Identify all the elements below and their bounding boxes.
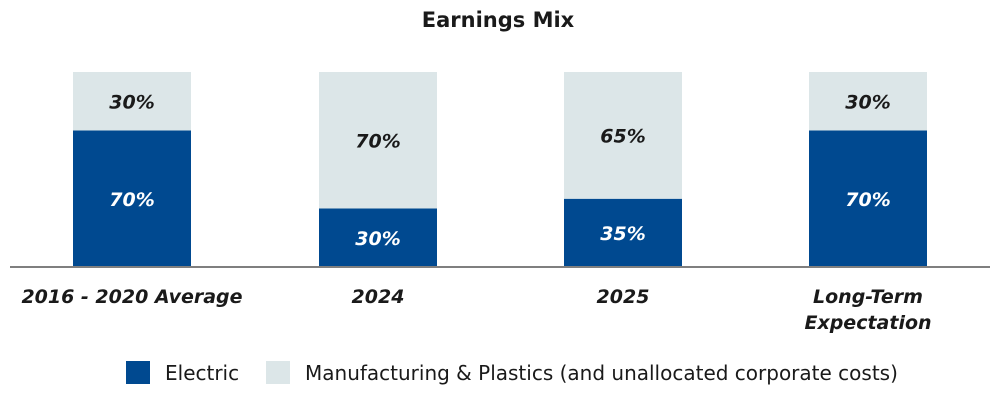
bar-segment-manufacturing: [564, 72, 682, 199]
bar-stack: 35% 65%: [564, 72, 682, 267]
bar-stack: 70% 30%: [809, 72, 927, 267]
bar-segment-electric: [73, 130, 191, 267]
category-labels: 2016 - 2020 Average 2024 2025 Long-Term Expe…: [21, 286, 931, 334]
bar-segment-electric: [564, 198, 682, 267]
legend-label: Electric: [165, 361, 239, 385]
bar-stack: 30% 70%: [319, 72, 437, 267]
bar-stack: 70% 30%: [73, 72, 191, 267]
category-label: Long-Term Expectation: [804, 286, 931, 334]
legend-item-electric: Electric: [126, 361, 239, 385]
data-label: 30%: [355, 228, 400, 250]
legend: Electric Manufacturing & Plastics (and un…: [126, 361, 898, 385]
chart-title: Earnings Mix: [422, 8, 575, 32]
data-label: 70%: [845, 189, 890, 211]
data-label: 30%: [109, 91, 154, 113]
legend-label: Manufacturing & Plastics (and unallocate…: [305, 361, 898, 385]
bars-layer: 70% 30% 30% 70% 35% 65% 70% 30%: [73, 72, 927, 267]
data-label: 70%: [109, 189, 154, 211]
legend-item-manufacturing: Manufacturing & Plastics (and unallocate…: [266, 361, 898, 385]
legend-swatch: [266, 361, 290, 384]
category-label: 2016 - 2020 Average: [21, 286, 242, 308]
bar-segment-electric: [319, 208, 437, 267]
bar-segment-manufacturing: [809, 72, 927, 131]
data-label: 70%: [355, 130, 400, 152]
bar-segment-electric: [809, 130, 927, 267]
category-label: 2025: [597, 286, 650, 308]
data-label: 35%: [600, 223, 645, 245]
bar-segment-manufacturing: [73, 72, 191, 131]
data-label: 30%: [845, 91, 890, 113]
category-label: 2024: [352, 286, 405, 308]
legend-swatch: [126, 361, 150, 384]
bar-segment-manufacturing: [319, 72, 437, 209]
data-label: 65%: [600, 125, 645, 147]
